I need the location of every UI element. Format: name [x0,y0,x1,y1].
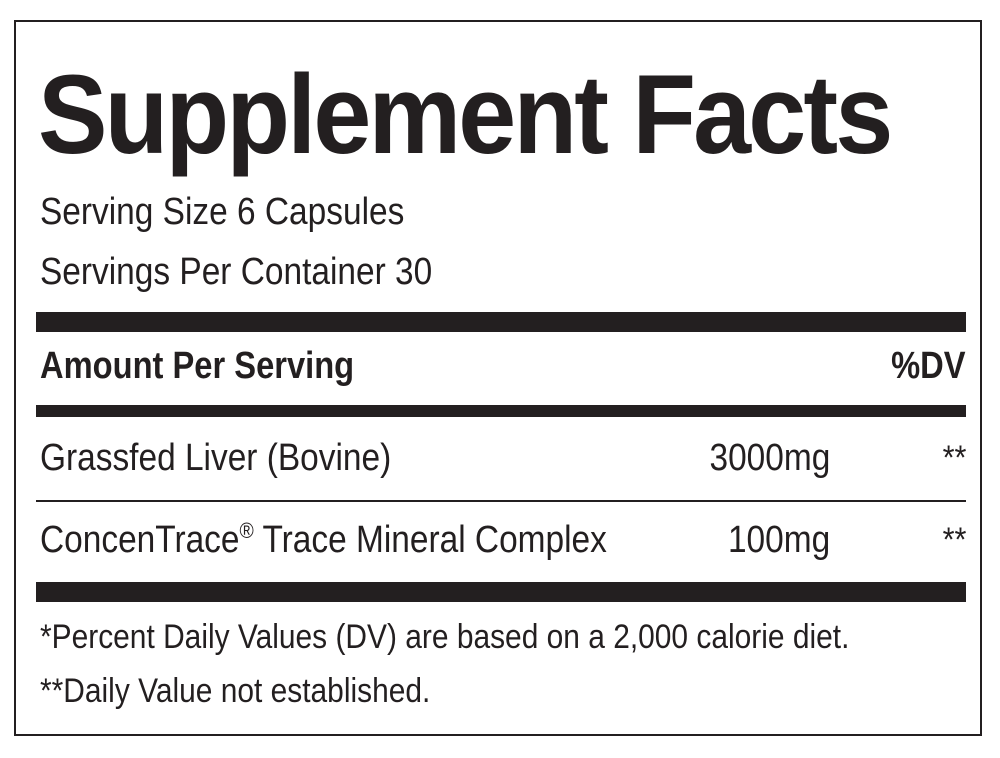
thick-divider-bottom [36,582,966,602]
ingredient-row: ConcenTrace® Trace Mineral Complex 100mg… [40,512,966,568]
ingredient-dv: ** [942,439,966,477]
amount-header-row: Amount Per Serving %DV [40,340,966,392]
ingredient-row: Grassfed Liver (Bovine) 3000mg ** [40,430,966,486]
label-title: Supplement Facts [38,52,893,177]
ingredient-amount: 3000mg [709,437,830,479]
serving-size: Serving Size 6 Capsules [40,191,405,233]
ingredient-name: Grassfed Liver (Bovine) [40,437,392,479]
servings-per-container: Servings Per Container 30 [40,251,433,293]
footnote-dv-not-established: **Daily Value not established. [40,672,431,710]
thin-divider [36,500,966,502]
thick-divider-top [36,312,966,332]
supplement-facts-panel: Supplement Facts Serving Size 6 Capsules… [14,20,982,736]
amount-per-serving-header: Amount Per Serving [40,345,355,387]
ingredient-amount: 100mg [727,519,830,561]
registered-mark: ® [239,518,254,543]
footnote-dv-basis: *Percent Daily Values (DV) are based on … [40,618,850,656]
medium-divider [36,405,966,417]
ingredient-dv: ** [942,521,966,559]
ingredient-name: ConcenTrace® Trace Mineral Complex [40,518,607,561]
dv-header: %DV [891,345,966,387]
